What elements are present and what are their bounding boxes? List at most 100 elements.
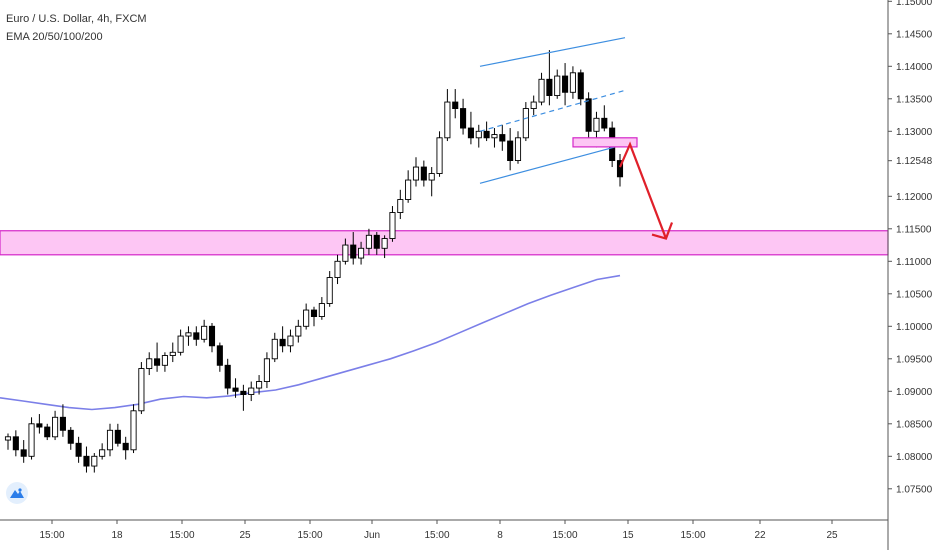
price-tick-label: 1.10000	[896, 322, 932, 333]
candle	[467, 111, 474, 145]
candle	[460, 98, 467, 135]
time-tick-label: 22	[754, 530, 766, 541]
candle-body	[12, 436, 19, 451]
candle-body	[130, 410, 137, 451]
candle	[59, 404, 66, 437]
candle	[326, 271, 333, 307]
candle-body	[405, 179, 412, 201]
candle	[365, 228, 372, 255]
candle	[12, 430, 19, 457]
candle	[36, 414, 43, 434]
time-tick-label: 15:00	[552, 530, 577, 541]
candle	[546, 50, 553, 106]
candle	[452, 89, 459, 119]
candle-body	[342, 244, 349, 262]
candle-body	[154, 358, 161, 366]
price-tick-label: 1.13500	[896, 94, 932, 105]
candle-body	[507, 140, 514, 162]
candle-body	[499, 134, 506, 142]
candle-body	[397, 199, 404, 214]
support-zone	[0, 230, 889, 256]
candle	[334, 254, 341, 285]
zones-layer	[0, 230, 889, 256]
logo-icon	[10, 488, 24, 498]
candle	[381, 235, 388, 259]
candle-body	[593, 117, 600, 132]
candle	[428, 167, 435, 197]
candle	[256, 375, 263, 395]
candle-body	[169, 351, 176, 356]
candle-body	[224, 364, 231, 389]
candle-body	[546, 78, 553, 97]
candle	[75, 436, 82, 463]
candle	[514, 131, 522, 164]
candle-body	[601, 117, 608, 129]
price-tick-label: 1.13000	[896, 127, 932, 138]
candle	[114, 423, 121, 447]
candle-body	[475, 130, 482, 139]
candle-body	[381, 238, 388, 249]
candle-body	[99, 449, 106, 457]
channel-middle	[479, 89, 626, 132]
channel-upper	[479, 37, 626, 67]
candle-body	[208, 325, 216, 347]
candle-body	[248, 387, 255, 395]
ema-line	[0, 274, 621, 411]
candle	[169, 342, 176, 363]
candle-body	[467, 127, 474, 139]
candle-body	[114, 429, 121, 444]
price-tick-label: 1.12000	[896, 192, 932, 203]
candle-body	[483, 130, 490, 139]
candle-body	[428, 173, 435, 181]
time-tick-label: Jun	[364, 530, 380, 541]
candle-body	[67, 429, 74, 444]
price-tick-label: 1.07500	[896, 484, 932, 495]
candle	[420, 160, 427, 187]
candle-body	[216, 345, 223, 366]
time-tick-label: 15:00	[680, 530, 705, 541]
time-tick-label: 15:00	[169, 530, 194, 541]
candle	[208, 323, 216, 353]
price-tick-label: 1.09500	[896, 354, 932, 365]
candle-body	[201, 325, 208, 340]
candle-body	[185, 332, 192, 337]
candle-body	[577, 72, 584, 100]
candle	[106, 423, 114, 457]
candle	[279, 326, 286, 353]
candle-body	[295, 325, 302, 337]
candle-body	[569, 72, 576, 93]
candle-body	[91, 455, 98, 467]
candle-body	[20, 449, 27, 457]
time-tick-label: 8	[497, 530, 503, 541]
price-tick-label: 1.09000	[896, 387, 932, 398]
candle-body	[350, 244, 357, 259]
candle	[154, 342, 161, 372]
symbol-title: Euro / U.S. Dollar, 4h, FXCM	[6, 13, 147, 25]
candle	[318, 297, 325, 320]
candle-body	[240, 390, 247, 395]
candle	[240, 384, 247, 411]
candle	[52, 410, 59, 441]
candle-body	[436, 137, 443, 175]
candle-body	[59, 416, 66, 431]
candle	[522, 102, 529, 142]
candle	[130, 404, 137, 454]
candle-body	[616, 160, 624, 178]
candle	[28, 417, 35, 460]
time-tick-label: 25	[239, 530, 251, 541]
candle-body	[106, 429, 114, 451]
price-tick-label: 1.15000	[896, 0, 932, 8]
candle	[271, 332, 278, 363]
tradingview-logo[interactable]	[6, 482, 28, 504]
candle	[577, 69, 584, 106]
candle	[201, 319, 208, 343]
candle-body	[52, 416, 59, 438]
candle-body	[538, 78, 545, 103]
candle	[20, 440, 27, 463]
candle-body	[334, 260, 341, 278]
candle-body	[287, 335, 294, 347]
candle-body	[358, 247, 365, 259]
